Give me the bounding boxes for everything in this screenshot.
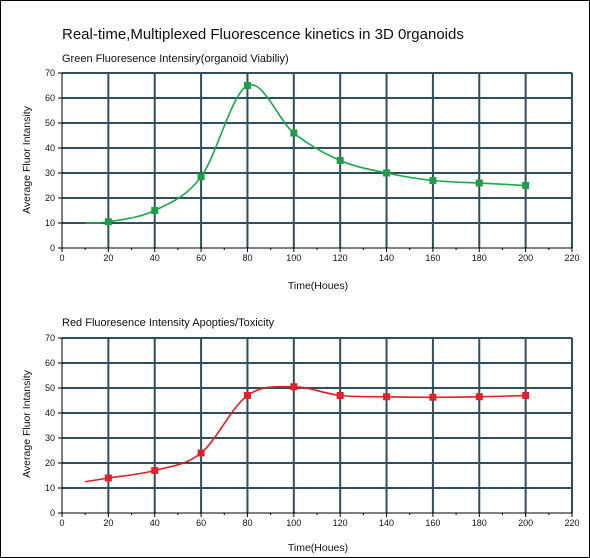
red-y-tick-label: 60: [45, 358, 55, 368]
green-data-point: [383, 169, 391, 177]
green-chart-subtitle: Green Fluoresence Intensiry(organoid Via…: [62, 53, 289, 65]
red-y-axis-label: Average Fluor Intansity: [21, 369, 33, 478]
red-y-tick-label: 30: [45, 433, 55, 443]
chart-title: Real-time,Multiplexed Fluorescence kinet…: [62, 26, 464, 43]
red-data-point: [522, 392, 530, 399]
green-data-point: [104, 218, 112, 226]
red-data-point: [290, 383, 298, 391]
red-x-tick-label: 160: [425, 518, 440, 528]
green-data-point: [290, 129, 298, 137]
red-chart-panel: Red Fluoresence Intensity Apopties/Toxic…: [21, 317, 580, 554]
red-x-tick-label: 40: [150, 518, 160, 528]
green-y-axis-label: Average Fluor Intansity: [21, 105, 33, 214]
red-chart-subtitle: Red Fluoresence Intensity Apopties/Toxic…: [62, 317, 275, 329]
red-y-tick-label: 40: [45, 408, 55, 418]
red-x-tick-label: 200: [518, 518, 533, 528]
green-data-point: [429, 177, 437, 184]
green-x-tick-label: 80: [242, 253, 252, 263]
green-x-tick-label: 0: [59, 253, 64, 263]
green-y-tick-label: 70: [45, 68, 55, 78]
red-data-point: [429, 393, 437, 401]
red-x-tick-label: 80: [242, 518, 252, 528]
green-y-tick-label: 60: [45, 93, 55, 103]
red-x-tick-label: 120: [333, 518, 348, 528]
red-data-point: [336, 392, 344, 399]
red-y-tick-label: 50: [45, 383, 55, 393]
red-y-tick-label: 20: [45, 458, 55, 468]
green-x-tick-label: 200: [518, 253, 533, 263]
red-x-tick-label: 180: [472, 518, 487, 528]
green-x-tick-label: 140: [379, 253, 394, 263]
red-data-point: [243, 392, 251, 399]
green-x-tick-label: 40: [150, 253, 160, 263]
red-y-tick-label: 70: [45, 333, 55, 343]
green-x-tick-label: 160: [425, 253, 440, 263]
red-data-point: [151, 467, 159, 474]
green-data-point: [336, 157, 344, 164]
green-x-tick-label: 60: [196, 253, 206, 263]
green-y-tick-label: 30: [45, 168, 55, 178]
green-y-tick-label: 0: [50, 243, 55, 253]
red-x-tick-label: 0: [59, 518, 64, 528]
red-x-tick-label: 60: [196, 518, 206, 528]
green-x-tick-label: 220: [564, 253, 579, 263]
green-y-tick-label: 40: [45, 143, 55, 153]
red-x-tick-label: 220: [564, 518, 579, 528]
green-y-tick-label: 50: [45, 118, 55, 128]
green-x-tick-label: 180: [472, 253, 487, 263]
red-x-tick-label: 20: [103, 518, 113, 528]
green-series-line: [85, 83, 526, 224]
green-x-axis-label: Time(Houes): [288, 280, 348, 292]
green-data-point: [151, 207, 159, 214]
green-data-point: [475, 179, 483, 187]
red-x-tick-label: 140: [379, 518, 394, 528]
red-y-tick-label: 10: [45, 483, 55, 493]
red-x-tick-label: 100: [286, 518, 301, 528]
red-data-point: [383, 393, 391, 401]
green-chart-panel: Green Fluoresence Intensiry(organoid Via…: [21, 53, 580, 292]
green-x-tick-label: 20: [103, 253, 113, 263]
red-data-point: [197, 449, 205, 457]
green-y-tick-label: 20: [45, 193, 55, 203]
red-data-point: [104, 474, 112, 482]
green-x-tick-label: 100: [286, 253, 301, 263]
red-data-point: [475, 393, 483, 401]
green-x-tick-label: 120: [333, 253, 348, 263]
green-data-point: [197, 173, 205, 181]
red-x-axis-label: Time(Houes): [288, 542, 348, 554]
green-y-tick-label: 10: [45, 218, 55, 228]
green-data-point: [522, 182, 530, 189]
green-data-point: [243, 82, 251, 89]
red-y-tick-label: 0: [50, 508, 55, 518]
